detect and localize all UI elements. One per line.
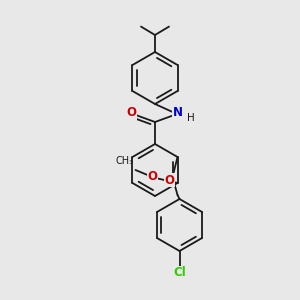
Text: O: O <box>164 173 175 187</box>
Text: N: N <box>173 106 183 119</box>
Text: O: O <box>148 170 158 184</box>
Text: CH₃: CH₃ <box>116 156 134 166</box>
Text: Cl: Cl <box>173 266 186 280</box>
Text: O: O <box>126 106 136 119</box>
Text: H: H <box>187 113 195 123</box>
